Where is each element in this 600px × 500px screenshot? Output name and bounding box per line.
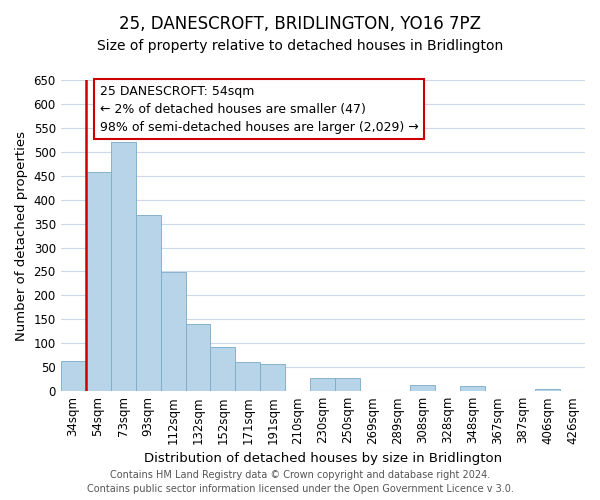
Text: Contains HM Land Registry data © Crown copyright and database right 2024.
Contai: Contains HM Land Registry data © Crown c… [86, 470, 514, 494]
Y-axis label: Number of detached properties: Number of detached properties [15, 130, 28, 340]
Bar [161, 272, 185, 391]
Text: 25 DANESCROFT: 54sqm
← 2% of detached houses are smaller (47)
98% of semi-detach: 25 DANESCROFT: 54sqm ← 2% of detached ho… [100, 84, 419, 134]
Bar [460, 386, 485, 391]
Bar [61, 362, 86, 391]
Bar [211, 346, 235, 391]
Bar [110, 142, 136, 391]
Bar [185, 324, 211, 391]
Text: 25, DANESCROFT, BRIDLINGTON, YO16 7PZ: 25, DANESCROFT, BRIDLINGTON, YO16 7PZ [119, 15, 481, 33]
Bar [235, 362, 260, 391]
Bar [335, 378, 360, 391]
Bar [260, 364, 286, 391]
X-axis label: Distribution of detached houses by size in Bridlington: Distribution of detached houses by size … [144, 452, 502, 465]
Bar [410, 386, 435, 391]
Text: Size of property relative to detached houses in Bridlington: Size of property relative to detached ho… [97, 39, 503, 53]
Bar [136, 214, 161, 391]
Bar [86, 172, 110, 391]
Bar [310, 378, 335, 391]
Bar [535, 390, 560, 391]
